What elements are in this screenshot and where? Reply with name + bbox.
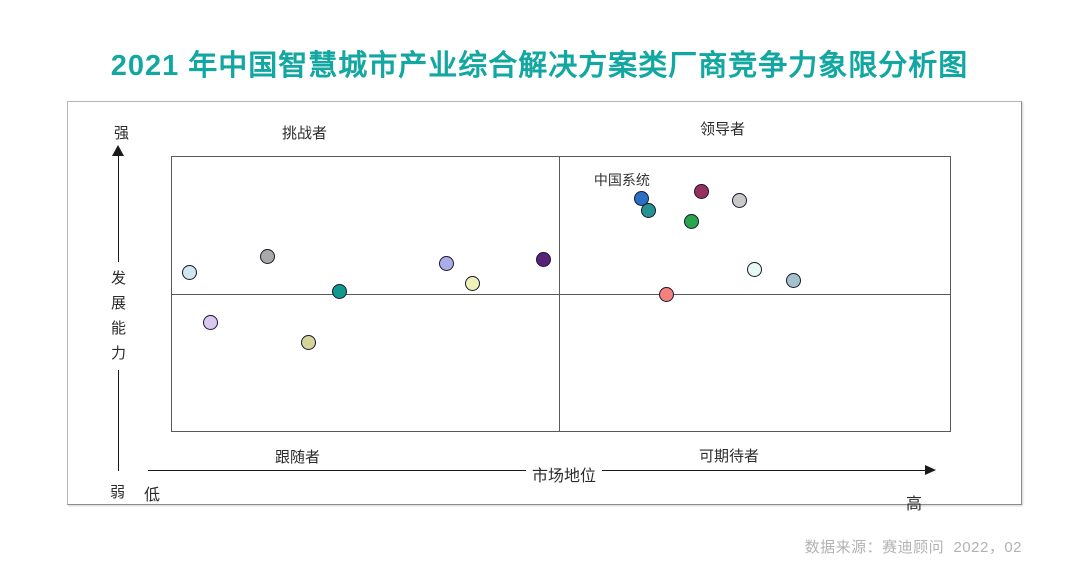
quadrant-label-challengers: 挑战者	[282, 125, 328, 142]
x-axis-title: 市场地位	[526, 462, 603, 486]
x-axis-arrow-right-icon	[925, 465, 936, 475]
data-point	[684, 214, 700, 230]
y-axis-arrow-up-icon	[112, 145, 124, 156]
data-point	[439, 256, 455, 272]
quadrant-label-promising: 可期待者	[699, 448, 760, 465]
data-point	[182, 265, 198, 281]
data-point	[536, 252, 552, 268]
data-point	[260, 249, 276, 265]
quadrant-divider-horizontal	[172, 294, 950, 295]
y-axis-title: 发展能力	[109, 262, 128, 370]
quadrant-label-leaders: 领导者	[700, 121, 746, 138]
quadrant-label-followers: 跟随者	[275, 449, 321, 466]
data-point	[300, 334, 316, 350]
chart-title: 2021 年中国智慧城市产业综合解决方案类厂商竞争力象限分析图	[110, 50, 969, 82]
chart-panel: 强 发展能力 弱 市场地位 低 高 挑战者 领导者 跟随者 可期待者 中国系统	[67, 101, 1022, 513]
data-point	[464, 276, 480, 292]
data-point	[731, 193, 747, 209]
x-axis-max-label: 高	[906, 496, 923, 513]
source-note: 数据来源：赛迪顾问 2022，02	[804, 539, 1022, 556]
data-point	[659, 287, 675, 303]
data-point	[694, 184, 710, 200]
data-point	[747, 262, 763, 278]
point-annotation-china-systems: 中国系统	[593, 171, 650, 188]
data-point	[202, 314, 218, 330]
data-point	[786, 273, 802, 289]
y-axis-max-label: 强	[114, 125, 130, 142]
data-point	[331, 284, 347, 300]
x-axis-min-label: 低	[144, 487, 161, 504]
data-point	[640, 203, 656, 219]
plot-area: 中国系统	[171, 156, 951, 432]
y-axis-min-label: 弱	[110, 484, 126, 501]
